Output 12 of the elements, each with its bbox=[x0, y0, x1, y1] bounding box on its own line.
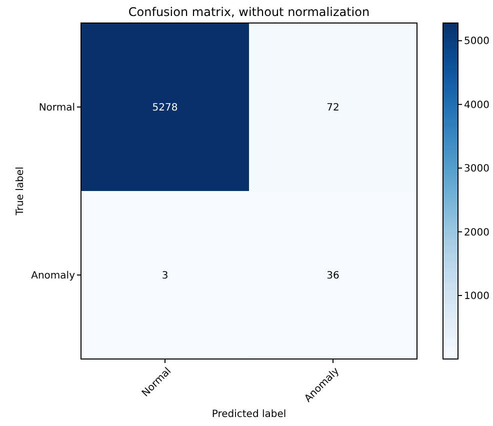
data-label: 36 bbox=[326, 270, 340, 282]
color-bar-label: 2000 bbox=[464, 227, 490, 238]
y-axis-title: True label bbox=[15, 166, 26, 216]
data-label: 5278 bbox=[152, 102, 178, 114]
color-bar-label: 4000 bbox=[464, 100, 490, 111]
color-bar-label: 5000 bbox=[464, 36, 490, 48]
color-bar-label: 1000 bbox=[464, 290, 490, 302]
data-label: 72 bbox=[326, 102, 340, 114]
color-bar-label: 3000 bbox=[464, 164, 490, 175]
chart-title: Confusion matrix, without normalization bbox=[128, 5, 370, 19]
data-label: 3 bbox=[162, 270, 168, 282]
x-axis-title: Predicted label bbox=[212, 409, 286, 420]
